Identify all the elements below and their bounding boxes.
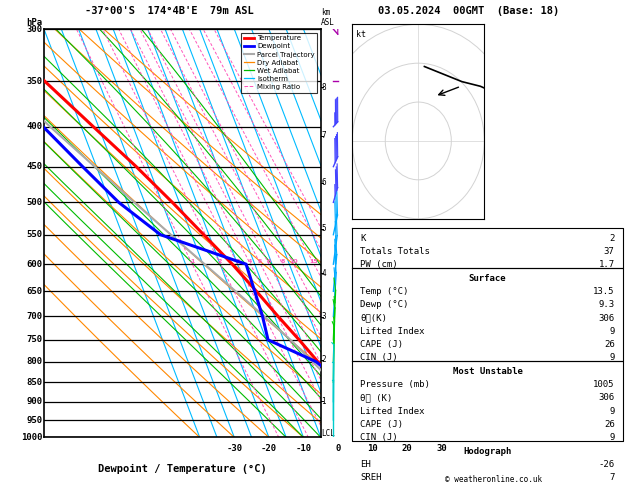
Text: 6: 6 bbox=[267, 259, 271, 263]
Text: 1: 1 bbox=[321, 397, 326, 406]
Text: -10: -10 bbox=[296, 444, 311, 452]
Text: 03.05.2024  00GMT  (Base: 18): 03.05.2024 00GMT (Base: 18) bbox=[378, 6, 559, 16]
Text: 3: 3 bbox=[235, 259, 240, 263]
Text: 400: 400 bbox=[26, 122, 43, 131]
Text: 2: 2 bbox=[218, 259, 222, 263]
Text: 900: 900 bbox=[26, 397, 43, 406]
Text: 4: 4 bbox=[248, 259, 252, 263]
Text: 9: 9 bbox=[610, 353, 615, 363]
Text: 10: 10 bbox=[289, 259, 298, 263]
Text: K: K bbox=[360, 234, 365, 243]
Text: 1.7: 1.7 bbox=[598, 260, 615, 269]
Text: 30: 30 bbox=[437, 444, 447, 452]
Text: -26: -26 bbox=[598, 460, 615, 469]
Text: Totals Totals: Totals Totals bbox=[360, 247, 430, 256]
Text: 10: 10 bbox=[367, 444, 378, 452]
Text: 800: 800 bbox=[26, 357, 43, 366]
Text: 13.5: 13.5 bbox=[593, 287, 615, 296]
Text: 5: 5 bbox=[258, 259, 262, 263]
Text: 4: 4 bbox=[321, 269, 326, 278]
Text: Temp (°C): Temp (°C) bbox=[360, 287, 409, 296]
Text: Lifted Index: Lifted Index bbox=[360, 327, 425, 336]
Text: 15: 15 bbox=[309, 259, 318, 263]
Text: 37: 37 bbox=[604, 247, 615, 256]
Text: 9: 9 bbox=[610, 433, 615, 442]
Text: 2: 2 bbox=[610, 234, 615, 243]
Text: LCL: LCL bbox=[321, 429, 335, 438]
Text: 9: 9 bbox=[610, 407, 615, 416]
Legend: Temperature, Dewpoint, Parcel Trajectory, Dry Adiabat, Wet Adiabat, Isotherm, Mi: Temperature, Dewpoint, Parcel Trajectory… bbox=[241, 33, 317, 93]
Text: 5: 5 bbox=[321, 224, 326, 233]
Text: 306: 306 bbox=[598, 313, 615, 323]
Text: 750: 750 bbox=[26, 335, 43, 345]
Text: 350: 350 bbox=[26, 77, 43, 86]
Text: 9: 9 bbox=[610, 327, 615, 336]
Text: 850: 850 bbox=[26, 378, 43, 387]
Text: kt: kt bbox=[356, 30, 366, 39]
Text: Surface: Surface bbox=[469, 274, 506, 283]
Text: 26: 26 bbox=[604, 340, 615, 349]
Text: θᴇ (K): θᴇ (K) bbox=[360, 393, 392, 402]
Text: 950: 950 bbox=[26, 416, 43, 424]
Text: 550: 550 bbox=[26, 230, 43, 239]
Text: EH: EH bbox=[360, 460, 371, 469]
Text: km
ASL: km ASL bbox=[321, 8, 335, 27]
Text: 2: 2 bbox=[321, 355, 326, 364]
Text: CIN (J): CIN (J) bbox=[360, 353, 398, 363]
Text: 500: 500 bbox=[26, 198, 43, 207]
Text: 600: 600 bbox=[26, 260, 43, 269]
Text: 7: 7 bbox=[610, 473, 615, 482]
Text: -30: -30 bbox=[226, 444, 242, 452]
Text: 8: 8 bbox=[321, 83, 326, 92]
Text: 1000: 1000 bbox=[21, 433, 43, 442]
Text: Most Unstable: Most Unstable bbox=[452, 367, 523, 376]
Text: 26: 26 bbox=[604, 420, 615, 429]
Text: θᴇ(K): θᴇ(K) bbox=[360, 313, 387, 323]
Text: 0: 0 bbox=[335, 444, 341, 452]
Text: CAPE (J): CAPE (J) bbox=[360, 420, 403, 429]
Text: 8: 8 bbox=[280, 259, 284, 263]
Text: 3: 3 bbox=[321, 312, 326, 321]
Text: Dewpoint / Temperature (°C): Dewpoint / Temperature (°C) bbox=[98, 464, 267, 474]
Text: Hodograph: Hodograph bbox=[464, 447, 511, 455]
Text: 450: 450 bbox=[26, 162, 43, 171]
Text: SREH: SREH bbox=[360, 473, 382, 482]
Text: © weatheronline.co.uk: © weatheronline.co.uk bbox=[445, 474, 542, 484]
Text: 1005: 1005 bbox=[593, 380, 615, 389]
Text: -37°00'S  174°4B'E  79m ASL: -37°00'S 174°4B'E 79m ASL bbox=[86, 6, 254, 16]
Text: 9.3: 9.3 bbox=[598, 300, 615, 309]
Text: 6: 6 bbox=[321, 178, 326, 187]
Text: CAPE (J): CAPE (J) bbox=[360, 340, 403, 349]
Text: 20: 20 bbox=[402, 444, 413, 452]
Text: 650: 650 bbox=[26, 287, 43, 296]
Text: hPa: hPa bbox=[26, 18, 43, 27]
Text: 1: 1 bbox=[190, 259, 194, 263]
Text: PW (cm): PW (cm) bbox=[360, 260, 398, 269]
Text: -20: -20 bbox=[261, 444, 277, 452]
Text: 7: 7 bbox=[321, 131, 326, 140]
Text: 700: 700 bbox=[26, 312, 43, 321]
Text: 306: 306 bbox=[598, 393, 615, 402]
Text: 300: 300 bbox=[26, 25, 43, 34]
Text: CIN (J): CIN (J) bbox=[360, 433, 398, 442]
Text: Pressure (mb): Pressure (mb) bbox=[360, 380, 430, 389]
Text: Dewp (°C): Dewp (°C) bbox=[360, 300, 409, 309]
Text: Lifted Index: Lifted Index bbox=[360, 407, 425, 416]
